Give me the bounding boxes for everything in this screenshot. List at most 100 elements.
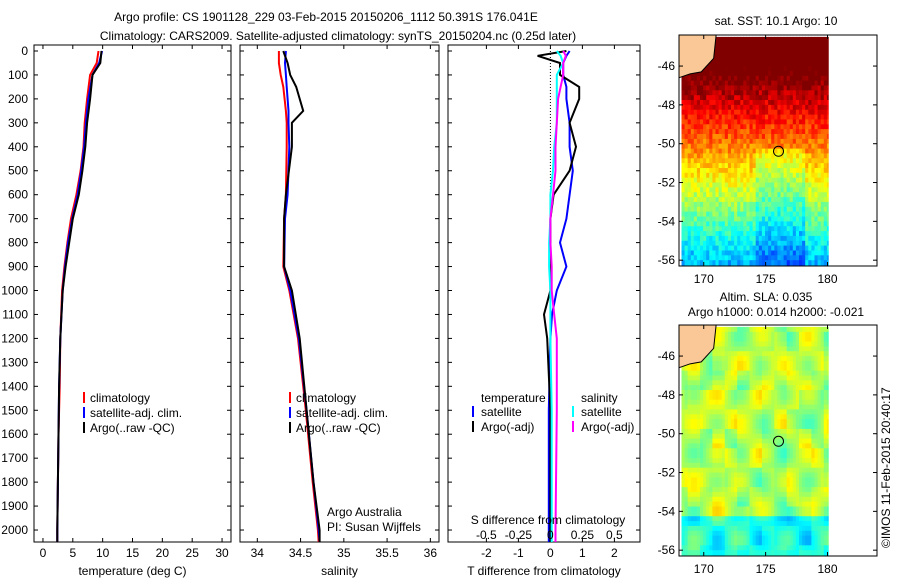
map-cell	[740, 124, 744, 130]
map-cell	[749, 245, 754, 252]
map-cell	[681, 177, 686, 184]
map-cell	[706, 399, 710, 406]
map-cell	[780, 356, 785, 362]
map-cell	[724, 216, 729, 222]
map-cell	[752, 336, 757, 343]
map-cell	[771, 462, 775, 469]
map-cell	[718, 134, 723, 140]
map-cell	[696, 95, 701, 101]
map-cell	[687, 419, 692, 425]
map-cell	[805, 134, 809, 140]
y-tick-label: 1300	[1, 355, 28, 369]
map-cell	[752, 182, 757, 188]
map-cell	[731, 51, 735, 57]
map-cell	[823, 438, 828, 445]
y-tick-label: 500	[8, 164, 28, 178]
map-cell	[727, 70, 732, 77]
map-cell	[700, 100, 704, 106]
map-cell	[817, 240, 822, 247]
map-cell	[817, 521, 822, 527]
map-cell	[687, 206, 692, 213]
map-cell	[752, 380, 757, 386]
map-cell	[799, 56, 803, 62]
series-line-argo---raw--qc-	[282, 50, 321, 542]
map-cell	[715, 182, 720, 188]
map-cell	[690, 168, 695, 174]
map-cell	[805, 521, 809, 527]
map-cell	[774, 390, 778, 396]
map-cell	[731, 414, 735, 420]
map-cell	[783, 177, 788, 184]
map-cell	[811, 506, 816, 512]
map-cell	[792, 129, 797, 135]
map-cell	[715, 346, 720, 352]
map-cell	[749, 414, 754, 420]
map-cell	[746, 331, 751, 338]
map-cell	[746, 231, 751, 237]
map-cell	[774, 530, 778, 537]
map-cell	[693, 124, 698, 130]
map-cell	[693, 250, 698, 256]
map-cell	[693, 496, 698, 503]
map-cell	[786, 326, 791, 333]
map-cell	[792, 530, 797, 537]
map-cell	[737, 341, 741, 347]
map-cell	[758, 482, 763, 488]
map-cell	[820, 148, 825, 155]
map-cell	[802, 487, 806, 493]
map-cell	[700, 216, 704, 222]
map-cell	[743, 487, 747, 493]
map-cell	[696, 187, 701, 193]
map-cell	[761, 46, 766, 53]
map-cell	[693, 409, 698, 415]
map-cell	[700, 501, 704, 508]
map-cell	[743, 61, 747, 67]
map-cell	[755, 85, 760, 91]
map-cell	[817, 491, 822, 498]
map-cell	[709, 255, 713, 261]
map-cell	[703, 477, 707, 483]
map-cell	[792, 346, 797, 352]
map-cell	[768, 80, 772, 87]
map-cell	[789, 516, 794, 522]
map-cell	[734, 419, 738, 425]
map-cell	[743, 496, 747, 503]
y-tick-label: 1100	[2, 307, 28, 321]
map-cell	[774, 182, 778, 188]
map-cell	[817, 380, 822, 386]
map-cell	[758, 326, 763, 333]
map-cell	[771, 46, 775, 53]
map-cell	[727, 360, 732, 367]
map-cell	[696, 221, 701, 227]
map-cell	[805, 168, 809, 174]
map-cell	[752, 158, 757, 164]
map-cell	[709, 453, 713, 459]
map-cell	[737, 521, 741, 527]
map-cell	[765, 525, 769, 532]
map-cell	[774, 61, 778, 67]
map-cell	[696, 172, 701, 179]
map-cell	[758, 419, 763, 425]
map-cell	[820, 501, 825, 508]
map-cell	[805, 231, 809, 237]
map-cell	[727, 341, 732, 347]
map-cell	[780, 80, 785, 87]
map-cell	[734, 41, 738, 48]
map-cell	[808, 506, 812, 512]
map-cell	[777, 197, 782, 203]
map-cell	[746, 414, 751, 420]
map-cell	[696, 472, 701, 478]
map-cell	[799, 380, 803, 386]
map-cell	[715, 409, 720, 415]
map-cell	[802, 521, 806, 527]
legend-label: satellite-adj. clim.	[90, 406, 182, 420]
map-cell	[761, 404, 766, 411]
map-cell	[758, 177, 763, 184]
map-cell	[774, 235, 778, 242]
map-cell	[774, 326, 778, 333]
map-cell	[684, 197, 689, 203]
map-cell	[799, 501, 803, 508]
map-cell	[768, 365, 772, 372]
map-cell	[805, 56, 809, 62]
map-cell	[786, 346, 791, 352]
